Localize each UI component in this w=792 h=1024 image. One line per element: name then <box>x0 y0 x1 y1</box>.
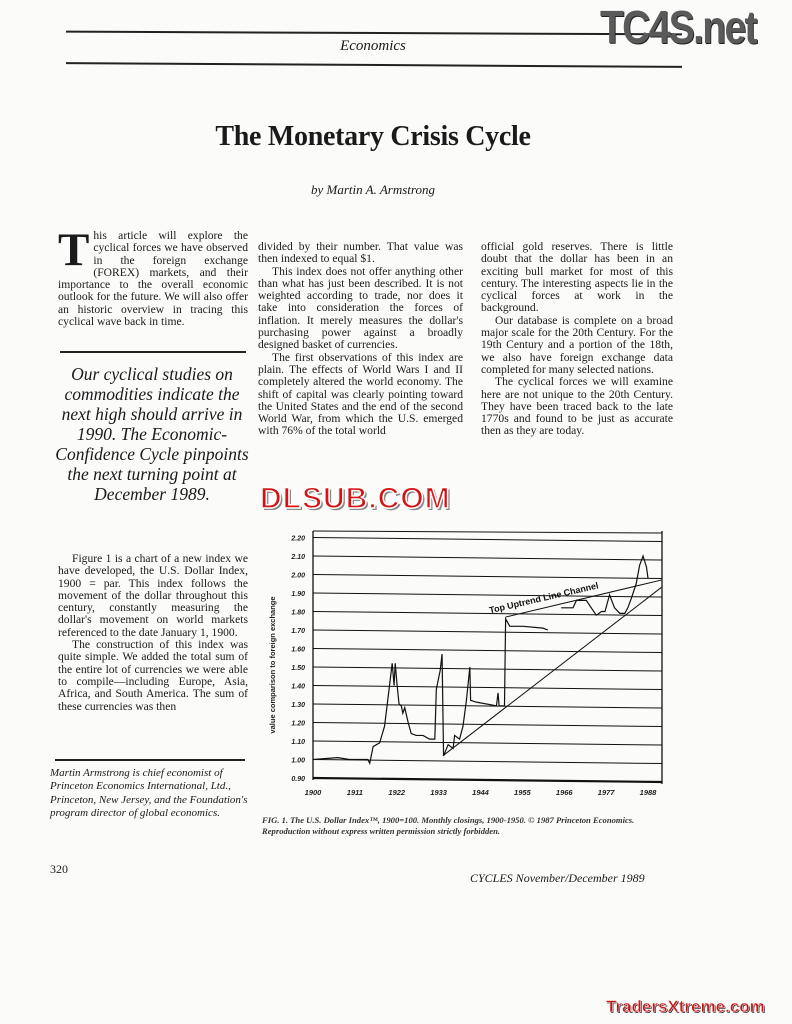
y-tick-label: 2.10 <box>290 554 305 561</box>
gridline <box>312 666 663 672</box>
page-number: 320 <box>50 862 68 876</box>
paragraph: The construction of this index was quite… <box>58 638 248 713</box>
y-tick-label: 0.90 <box>291 776 305 783</box>
x-tick-label: 1944 <box>472 788 490 797</box>
left-column-body: Figure 1 is a chart of a new index we ha… <box>58 552 248 713</box>
y-axis-label: value comparison to foreign exchange <box>268 596 277 733</box>
x-tick-label: 1955 <box>514 788 532 797</box>
intro-text: his article will explore the cyclical fo… <box>58 229 248 329</box>
y-tick-label: 1.60 <box>291 647 305 654</box>
author-bio: Martin Armstrong is chief economist of P… <box>50 767 248 820</box>
y-tick-label: 1.50 <box>291 665 305 672</box>
gridline <box>312 722 663 727</box>
paragraph: Our database is complete on a broad majo… <box>481 313 673 376</box>
x-tick-label: 1966 <box>556 788 574 797</box>
y-tick-label: 2.00 <box>290 573 305 580</box>
pull-quote: Our cyclical studies on commodities indi… <box>55 364 249 504</box>
drop-cap: T <box>58 224 90 276</box>
x-tick-label: 1977 <box>598 788 616 797</box>
x-tick-label: 1933 <box>430 788 448 797</box>
gridline <box>312 776 663 784</box>
paragraph: divided by their number. That value was … <box>258 240 463 266</box>
watermark-tc4s: TC4S.net <box>600 1 758 53</box>
article-title: The Monetary Crisis Cycle <box>215 121 531 152</box>
paragraph: official gold reserves. There is little … <box>481 240 673 315</box>
gridline <box>312 574 663 579</box>
pull-quote-rule <box>60 351 246 353</box>
header-rule-top <box>65 30 683 35</box>
x-tick-label: 1988 <box>640 788 658 797</box>
gridline <box>312 759 663 764</box>
x-tick-label: 1922 <box>388 788 406 797</box>
x-tick-label: 1911 <box>347 788 363 797</box>
y-tick-label: 1.80 <box>291 610 305 617</box>
dollar-index-chart: 0.90 1.00 1.10 1.20 1.30 1.40 1.50 1.60 1.70 1.80… <box>268 530 663 797</box>
y-tick-label: 2.20 <box>290 536 305 543</box>
gridline <box>312 611 663 616</box>
paragraph: The first observations of this index are… <box>258 350 463 438</box>
header-rule-bottom <box>66 62 682 68</box>
publication-footer: CYCLES November/December 1989 <box>470 871 645 885</box>
trendline-annotation: Top Uptrend Line Channel <box>488 580 599 615</box>
chart-frame-top <box>312 530 663 534</box>
gridline <box>312 740 663 746</box>
trendline <box>505 579 662 618</box>
dollar-index-line <box>561 554 649 617</box>
watermark-dlsub: DLSUB.COM <box>259 481 451 516</box>
middle-column-body: divided by their number. That value was … <box>258 240 463 438</box>
y-tick-label: 1.20 <box>291 721 305 728</box>
dollar-index-line <box>312 616 549 765</box>
gridline <box>312 537 663 542</box>
gridline <box>312 592 663 598</box>
trendline <box>442 587 662 757</box>
y-tick-label: 1.90 <box>291 591 305 598</box>
gridline <box>312 555 663 561</box>
bio-rule <box>55 759 245 761</box>
gridline <box>312 685 663 690</box>
watermark-tradersxtreme: TradersXtreme.com <box>606 997 765 1017</box>
paragraph: Figure 1 is a chart of a new index we ha… <box>58 552 248 639</box>
gridline <box>312 648 663 653</box>
y-tick-label: 1.00 <box>291 758 305 765</box>
x-tick-label: 1900 <box>305 788 323 797</box>
y-tick-label: 1.40 <box>291 684 305 691</box>
gridline <box>312 703 663 709</box>
y-tick-label: 1.70 <box>291 628 305 635</box>
y-tick-label: 1.10 <box>291 739 305 746</box>
y-tick-label: 1.30 <box>291 702 305 709</box>
figure-caption: FIG. 1. The U.S. Dollar Index™, 1900=100… <box>262 815 635 836</box>
paragraph: This index does not offer anything other… <box>258 264 463 352</box>
right-column-body: official gold reserves. There is little … <box>481 240 673 438</box>
byline: by Martin A. Armstrong <box>311 182 435 197</box>
section-label: Economics <box>340 38 406 54</box>
paragraph: The cyclical forces we will examine here… <box>481 375 673 438</box>
gridline <box>312 629 663 635</box>
